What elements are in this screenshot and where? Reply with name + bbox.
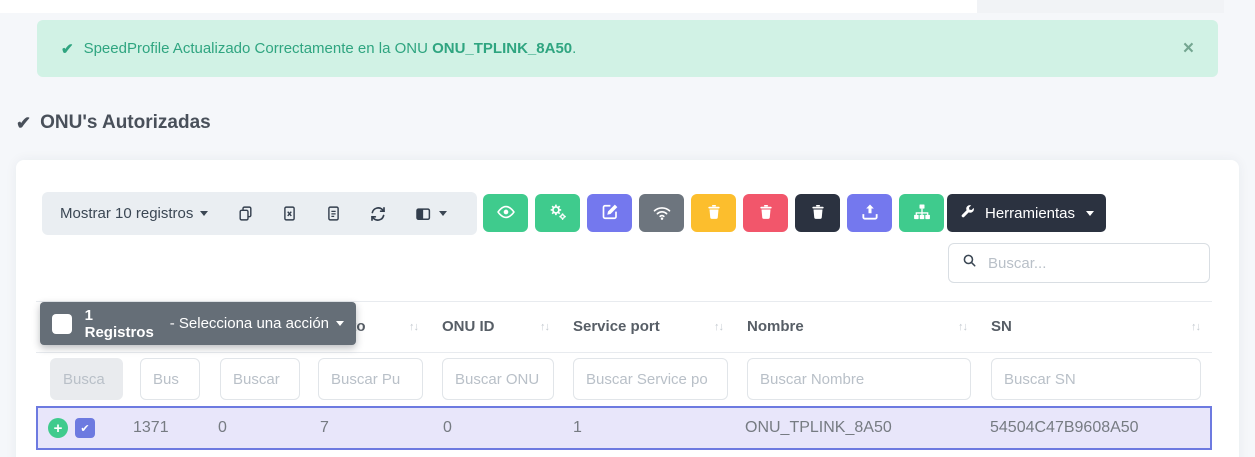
upload-button[interactable] — [847, 194, 892, 232]
upload-icon — [860, 202, 880, 225]
navbar-box — [977, 0, 1224, 13]
cell-id: 1371 — [133, 419, 169, 436]
select-all-checkbox[interactable] — [52, 313, 72, 334]
filter-input-nombre[interactable] — [747, 358, 971, 400]
sort-icon: ↑↓ — [1191, 320, 1201, 333]
table-search — [948, 243, 1210, 283]
wifi-icon — [652, 202, 672, 225]
gears-icon — [548, 202, 568, 225]
delete-warning-button[interactable] — [691, 194, 736, 232]
column-header-nombre[interactable]: Nombre ↑↓ — [747, 318, 968, 335]
herramientas-button[interactable]: Herramientas — [947, 194, 1106, 232]
navbar-remnant — [0, 0, 1224, 13]
column-header-service-port[interactable]: Service port ↑↓ — [573, 318, 724, 335]
columns-visibility-icon[interactable] — [414, 205, 448, 223]
success-alert: ✔ SpeedProfile Actualizado Correctamente… — [37, 20, 1218, 77]
filter-input-col2[interactable] — [140, 358, 200, 400]
trash-icon — [809, 203, 827, 224]
sitemap-icon — [912, 202, 932, 225]
selection-count: 1 Registros — [84, 306, 154, 341]
trash-icon — [705, 203, 723, 224]
file-export-icon[interactable] — [325, 205, 342, 222]
edit-icon — [600, 202, 620, 225]
header-bottom-border — [36, 352, 1212, 353]
alert-onu-name: ONU_TPLINK_8A50 — [432, 40, 573, 57]
chevron-down-icon — [1086, 210, 1095, 216]
copy-icon[interactable] — [237, 205, 254, 222]
selection-action-label: - Selecciona una acción — [169, 315, 329, 332]
filter-input-sn[interactable] — [991, 358, 1201, 400]
onus-card: Mostrar 10 registros — [16, 160, 1239, 457]
refresh-icon[interactable] — [369, 205, 387, 223]
sort-icon: ↑↓ — [409, 320, 419, 333]
page-title-text: ONU's Autorizadas — [40, 112, 211, 133]
delete-dark-button[interactable] — [795, 194, 840, 232]
selection-action-bar[interactable]: 1 Registros - Selecciona una acción — [40, 302, 356, 345]
excel-export-icon[interactable] — [281, 205, 298, 222]
sort-icon: ↑↓ — [540, 320, 550, 333]
close-icon[interactable]: × — [1182, 38, 1194, 59]
cell-onu-id: 0 — [443, 419, 452, 436]
chevron-down-icon — [200, 211, 209, 216]
filter-input-puerto[interactable] — [318, 358, 423, 400]
cell-nombre: ONU_TPLINK_8A50 — [745, 419, 892, 436]
edit-onu-button[interactable] — [587, 194, 632, 232]
delete-danger-button[interactable] — [743, 194, 788, 232]
filter-input-onu-id[interactable] — [442, 358, 554, 400]
page-title: ✔ ONU's Autorizadas — [16, 112, 211, 134]
sort-icon: ↑↓ — [958, 320, 968, 333]
column-header-sn[interactable]: SN ↑↓ — [991, 318, 1201, 335]
cell-sn: 54504C47B9608A50 — [990, 419, 1139, 436]
check-icon: ✔ — [16, 112, 32, 133]
column-header-onu-id[interactable]: ONU ID ↑↓ — [442, 318, 550, 335]
trash-icon — [757, 203, 775, 224]
network-button[interactable] — [899, 194, 944, 232]
cell-puerto: 7 — [320, 419, 329, 436]
filter-input-actions — [50, 358, 123, 400]
cell-col3: 0 — [218, 419, 227, 436]
view-onu-button[interactable] — [483, 194, 528, 232]
sort-icon: ↑↓ — [714, 320, 724, 333]
search-icon — [961, 252, 978, 274]
config-onu-button[interactable] — [535, 194, 580, 232]
search-input[interactable] — [988, 254, 1197, 272]
eye-icon — [496, 202, 516, 225]
filter-input-col3[interactable] — [220, 358, 300, 400]
chevron-down-icon — [439, 211, 448, 216]
table-top-border — [36, 301, 1212, 302]
alert-text: SpeedProfile Actualizado Correctamente e… — [83, 40, 577, 57]
records-toolbar: Mostrar 10 registros — [42, 192, 477, 235]
table-row[interactable]: + ✔ 1371 0 7 0 1 ONU_TPLINK_8A50 54504C4… — [36, 406, 1212, 450]
records-per-page-dropdown[interactable]: Mostrar 10 registros — [60, 205, 194, 222]
wrench-icon — [959, 203, 976, 224]
filter-input-service-port[interactable] — [573, 358, 728, 400]
row-checkbox[interactable]: ✔ — [75, 418, 95, 438]
chevron-down-icon — [336, 321, 344, 326]
check-icon: ✔ — [61, 40, 74, 58]
expand-row-icon[interactable]: + — [48, 418, 68, 438]
herramientas-label: Herramientas — [984, 204, 1076, 222]
cell-service-port: 1 — [573, 419, 582, 436]
wifi-button[interactable] — [639, 194, 684, 232]
